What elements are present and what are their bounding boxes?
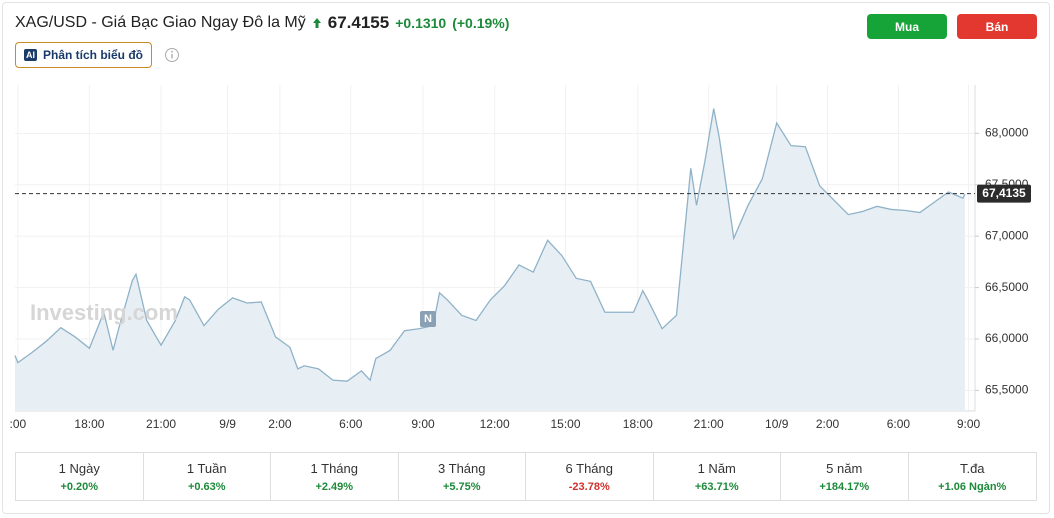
x-tick-label: 10/9 — [765, 417, 789, 431]
period-label: 6 Tháng — [565, 460, 613, 476]
period-cell[interactable]: 1 Năm +63.71% — [654, 453, 781, 500]
current-price-label: 67,4135 — [982, 186, 1026, 200]
sell-button[interactable]: Bán — [957, 14, 1037, 39]
period-label: T.đa — [959, 460, 985, 476]
period-cell[interactable]: 3 Tháng +5.75% — [399, 453, 526, 500]
y-tick-label: 65,5000 — [985, 383, 1029, 397]
period-change: +1.06 Ngàn% — [938, 480, 1007, 493]
x-tick-label: 2:00 — [816, 417, 840, 431]
period-change: +5.75% — [442, 480, 481, 493]
ai-badge: AI — [24, 49, 37, 61]
title: XAG/USD - Giá Bạc Giao Ngay Đô la Mỹ — [15, 14, 306, 31]
buy-button[interactable]: Mua — [867, 14, 947, 39]
period-change: +0.63% — [187, 480, 226, 493]
period-label: 3 Tháng — [438, 460, 486, 476]
period-cell[interactable]: 1 Tháng +2.49% — [271, 453, 399, 500]
period-cell[interactable]: T.đa +1.06 Ngàn% — [909, 453, 1037, 500]
x-tick-label: 21:00 — [694, 417, 724, 431]
watermark: Investing.com — [30, 300, 178, 325]
y-tick-label: 66,5000 — [985, 280, 1029, 294]
ai-label: Phân tích biểu đồ — [43, 48, 144, 62]
period-change: +184.17% — [819, 480, 870, 493]
period-label: 1 Ngày — [58, 460, 100, 476]
period-table: 1 Ngày +0.20% 1 Tuần +0.63% 1 Tháng +2.49% 3 T… — [15, 452, 1037, 501]
up-arrow — [312, 18, 321, 28]
period-label: 1 Năm — [697, 460, 736, 476]
period-cell[interactable]: 1 Ngày +0.20% — [16, 453, 144, 500]
x-tick-label: 2:00 — [268, 417, 292, 431]
news-marker — [420, 311, 436, 327]
x-tick-label: 9/9 — [219, 417, 236, 431]
current-price-box — [977, 184, 1031, 203]
y-tick-label: 68,0000 — [985, 126, 1029, 140]
period-cell[interactable]: 1 Tuần +0.63% — [144, 453, 271, 500]
x-tick-label: 9:00 — [957, 417, 981, 431]
header: XAG/USD - Giá Bạc Giao Ngay Đô la Mỹ 67.… — [15, 13, 509, 33]
y-tick-label: 66,0000 — [985, 331, 1029, 345]
area — [15, 108, 965, 411]
x-tick-label: 6:00 — [887, 417, 911, 431]
ai-button[interactable]: AI Phân tích biểu đồ — [15, 42, 153, 68]
news-marker-label: N — [424, 313, 432, 325]
period-label: 1 Tháng — [310, 460, 358, 476]
x-tick-label: 18:00 — [74, 417, 104, 431]
chart: 65,500066,000066,500067,000067,500068,00… — [10, 85, 1031, 431]
period-label: 5 năm — [826, 460, 863, 476]
change-pct: (+0.19%) — [452, 15, 510, 31]
x-tick-label: 21:00 — [146, 417, 176, 431]
info-icon[interactable] — [164, 47, 180, 63]
x-tick-label: 18:00 — [623, 417, 653, 431]
x-tick-label: 15:00 — [550, 417, 580, 431]
y-tick-label: 67,0000 — [985, 228, 1029, 242]
x-tick-label: :00 — [10, 417, 27, 431]
period-cell[interactable]: 6 Tháng -23.78% — [526, 453, 654, 500]
line — [14, 108, 966, 382]
x-tick-label: 9:00 — [411, 417, 435, 431]
period-change: +63.71% — [694, 480, 739, 493]
period-change: +0.20% — [60, 480, 99, 493]
period-change: +2.49% — [315, 480, 354, 493]
period-change: -23.78% — [568, 480, 610, 493]
x-tick-label: 6:00 — [339, 417, 363, 431]
period-cell[interactable]: 5 năm +184.17% — [781, 453, 909, 500]
price: 67.4155 — [327, 13, 390, 32]
x-tick-label: 12:00 — [480, 417, 510, 431]
change: +0.1310 — [395, 15, 447, 31]
period-label: 1 Tuần — [186, 460, 227, 476]
